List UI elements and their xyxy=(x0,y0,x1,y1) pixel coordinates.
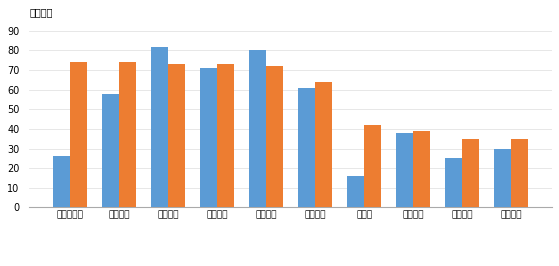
Bar xyxy=(217,64,234,207)
Bar xyxy=(396,133,413,207)
Bar xyxy=(119,62,136,207)
Bar xyxy=(151,47,168,207)
Bar xyxy=(511,139,528,207)
Bar xyxy=(315,82,332,207)
Bar xyxy=(200,68,217,207)
Bar xyxy=(168,64,185,207)
Bar xyxy=(494,149,511,207)
Bar xyxy=(462,139,479,207)
Bar xyxy=(445,159,462,207)
Bar xyxy=(413,131,430,207)
Bar xyxy=(102,94,119,207)
Bar xyxy=(53,156,70,207)
Text: （万辆）: （万辆） xyxy=(29,7,53,17)
Bar xyxy=(266,66,283,207)
Bar xyxy=(70,62,87,207)
Bar xyxy=(347,176,364,207)
Bar xyxy=(298,88,315,207)
Bar xyxy=(249,51,266,207)
Bar xyxy=(364,125,381,207)
